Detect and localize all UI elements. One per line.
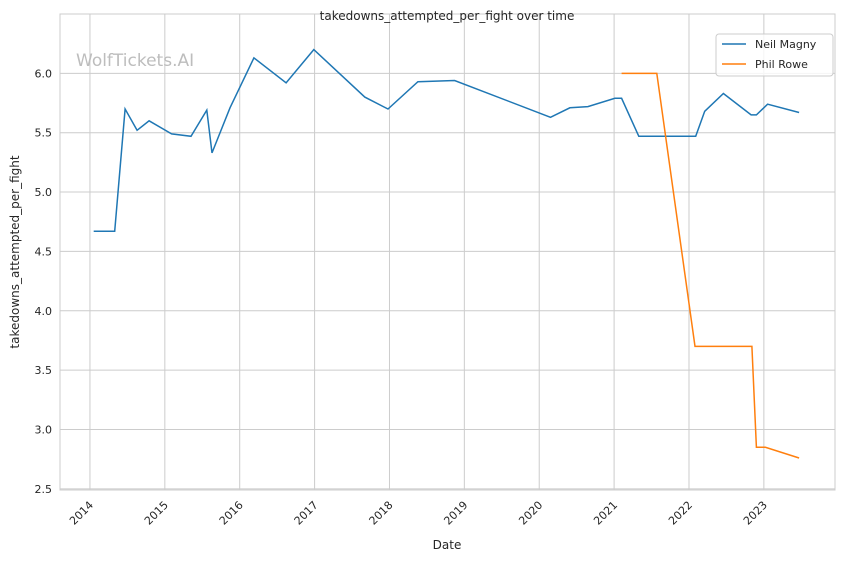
plot-frame — [59, 13, 836, 491]
y-tick-label: 4.0 — [35, 305, 53, 318]
legend[interactable]: Neil Magny Phil Rowe — [715, 33, 834, 77]
legend-label-phil-rowe: Phil Rowe — [755, 58, 808, 71]
x-axis-label: Date — [433, 538, 462, 552]
x-tick-label: 2020 — [516, 499, 545, 528]
series-line-neil-magny — [93, 48, 800, 232]
x-tick-label: 2019 — [441, 499, 470, 528]
y-tick-label: 5.0 — [35, 186, 53, 199]
watermark: WolfTickets.AI — [76, 51, 194, 71]
x-tick-label: 2016 — [217, 499, 246, 528]
x-tick-label: 2015 — [142, 499, 171, 528]
y-tick-label: 3.0 — [35, 423, 53, 436]
y-tick-label: 4.5 — [35, 245, 53, 258]
x-tick-label: 2023 — [741, 499, 770, 528]
series-lines — [93, 48, 800, 459]
chart-title: takedowns_attempted_per_fight over time — [320, 9, 575, 23]
series-line-phil-rowe — [621, 72, 800, 459]
grid — [60, 14, 835, 490]
y-tick-label: 5.5 — [35, 127, 53, 140]
x-tick-label: 2018 — [367, 499, 396, 528]
x-tick-label: 2021 — [591, 499, 620, 528]
y-axis-label: takedowns_attempted_per_fight — [8, 155, 22, 348]
y-tick-label: 2.5 — [35, 483, 53, 496]
y-tick-label: 6.0 — [35, 67, 53, 80]
x-tick-label: 2022 — [666, 499, 695, 528]
x-tick-label: 2014 — [67, 499, 96, 528]
legend-label-neil-magny: Neil Magny — [755, 38, 817, 51]
x-tick-label: 2017 — [292, 499, 321, 528]
y-tick-label: 3.5 — [35, 364, 53, 377]
